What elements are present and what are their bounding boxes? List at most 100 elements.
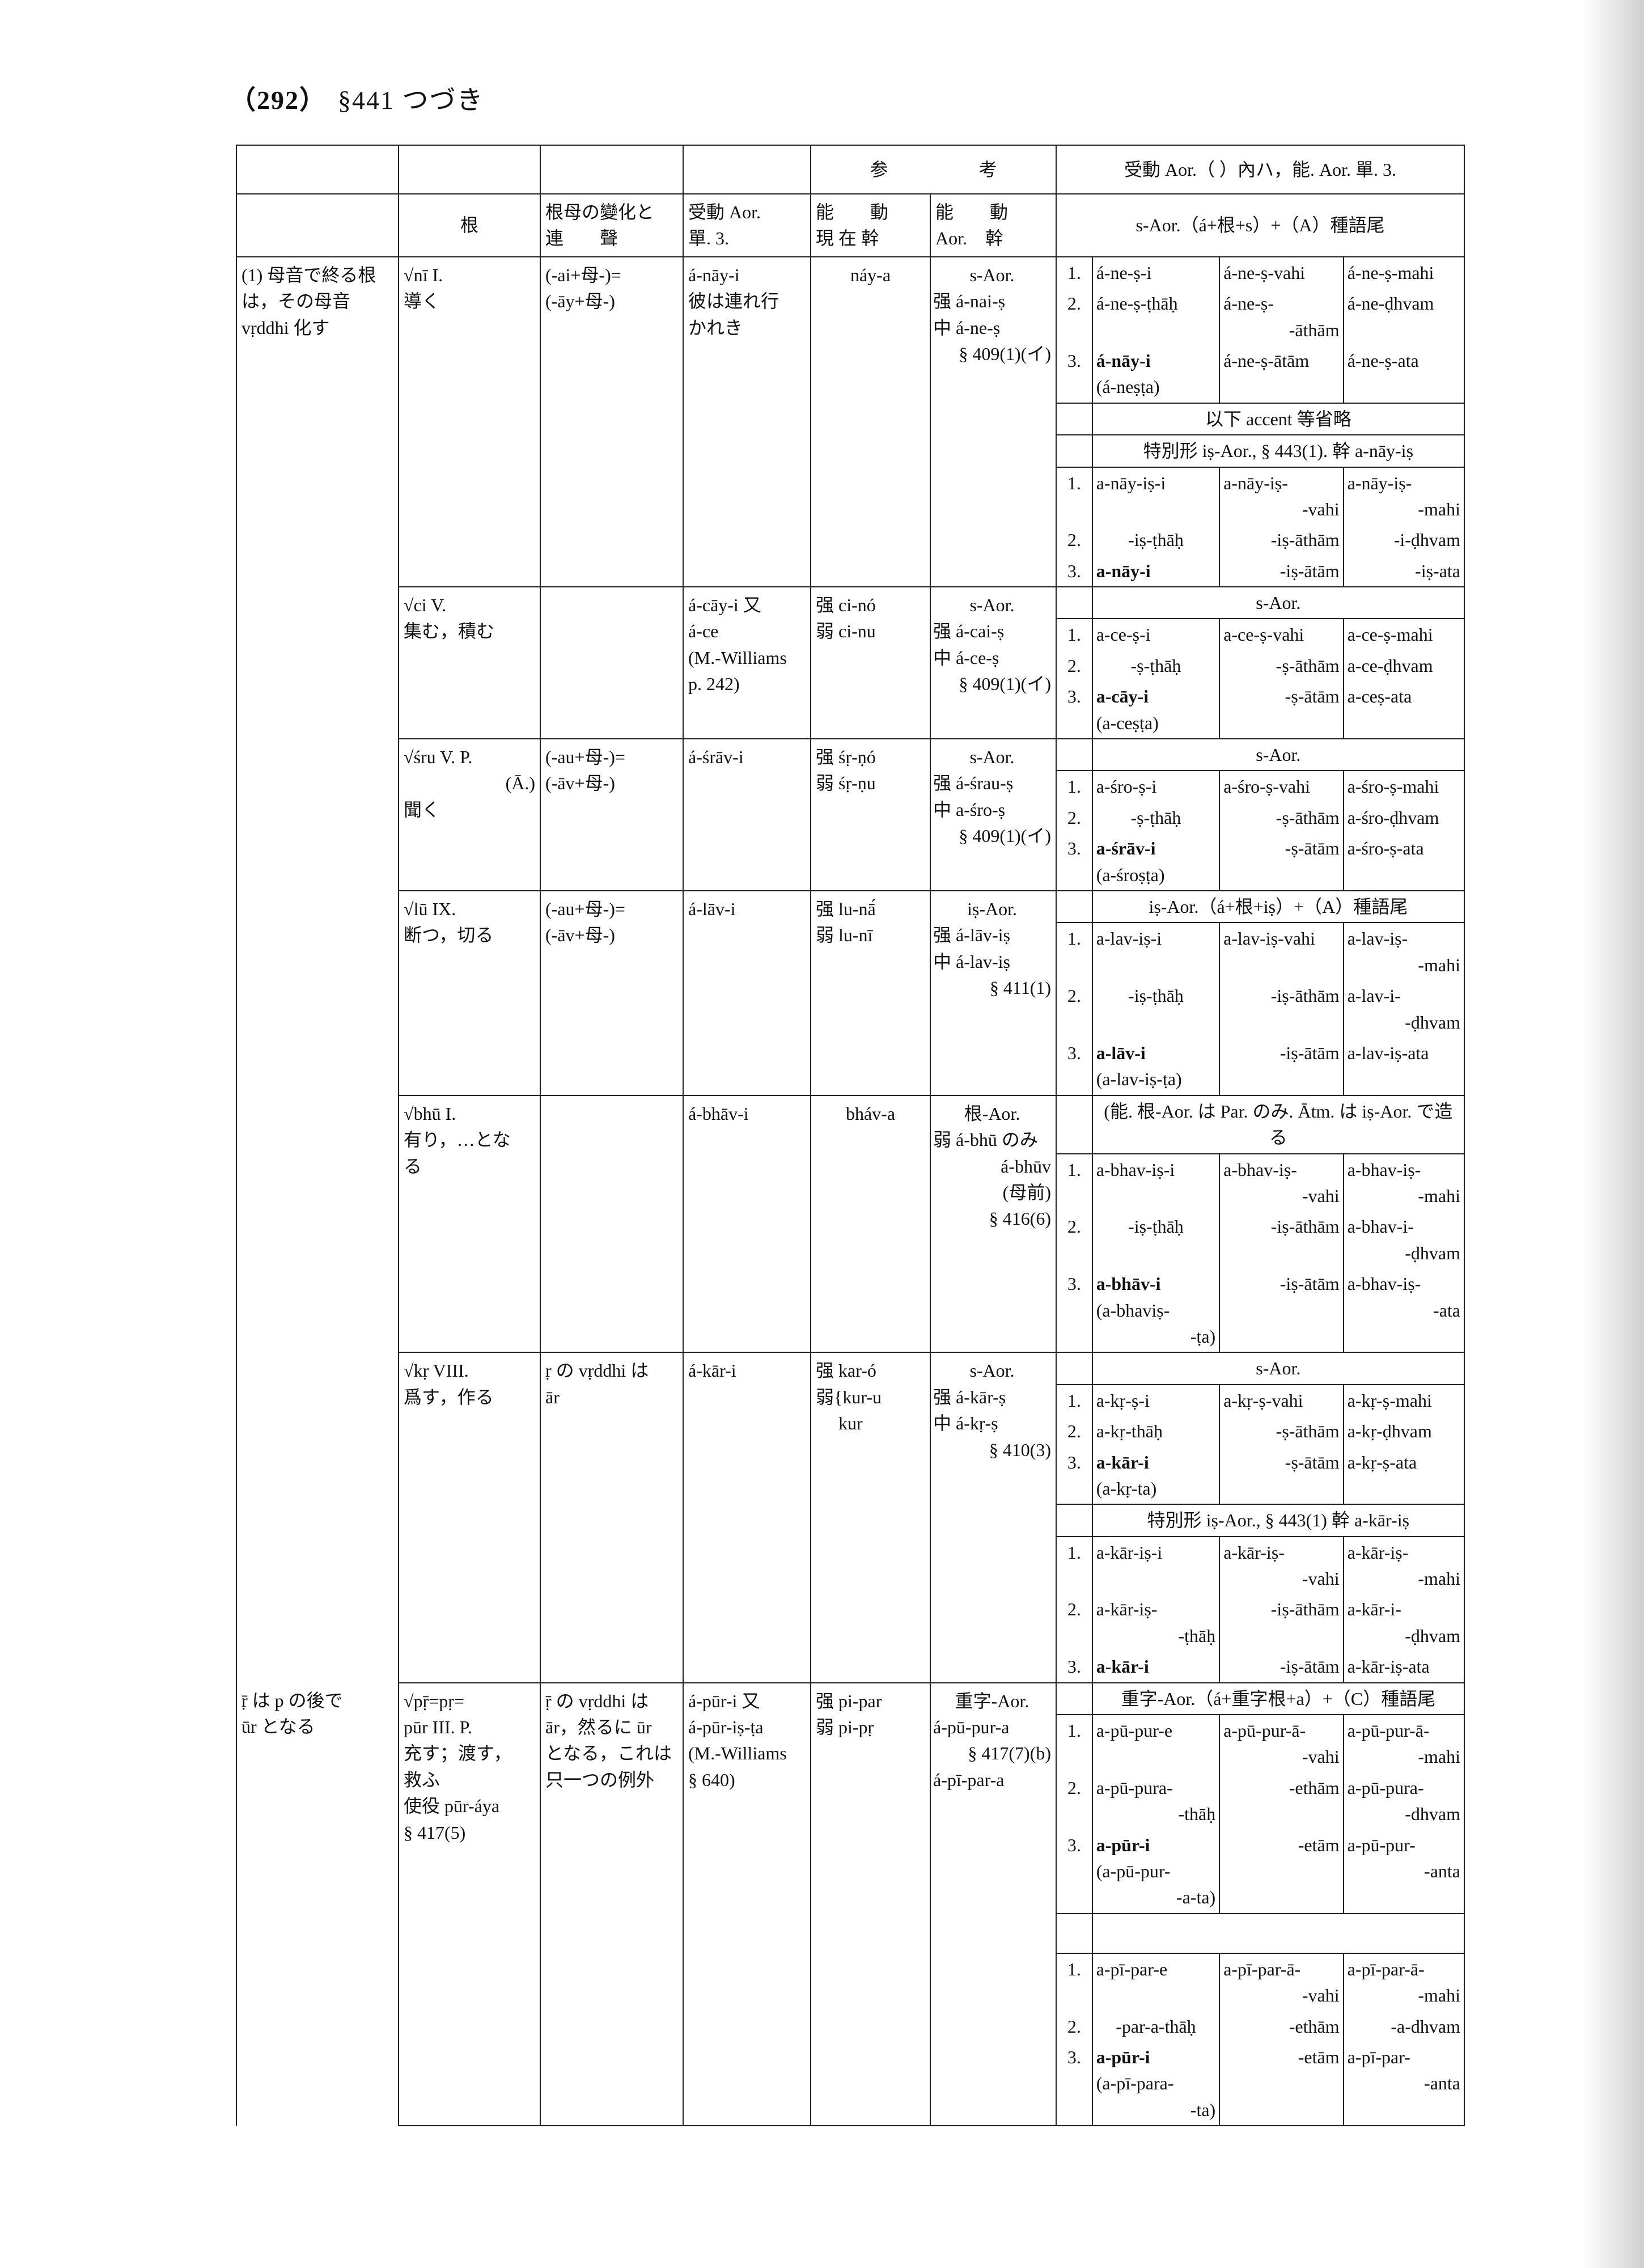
form-line: -anta [1424, 2073, 1460, 2094]
form-line: a-lav-iṣ- [1347, 928, 1408, 949]
present-line: 强 lu-nā́ [816, 899, 876, 920]
form-cell: a-nāy-iṣ-i [1091, 467, 1220, 525]
root-line: 充す；渡す， [404, 1743, 512, 1764]
vowel-line: (-āv+母-) [545, 925, 615, 946]
person-row: 2. -iṣ-ṭhāḥ -iṣ-āthām a-bhav-i- -ḍhvam [1057, 1211, 1464, 1269]
form-line: a-lav-i- [1347, 985, 1401, 1006]
form-line: a-kār-iṣ- [1223, 1542, 1285, 1563]
present-line: kur [816, 1413, 863, 1434]
form-cell: a-kār-i [1091, 1651, 1220, 1682]
root-line: √nī I. [404, 264, 443, 285]
form-cell: a-bhav-i- -ḍhvam [1342, 1211, 1464, 1269]
person-row: 1. a-pī-par-e a-pī-par-ā- -vahi a-pī-par-ā- -… [1057, 1953, 1464, 2011]
form-line: -iṣ-ṭhāḥ [1128, 1216, 1184, 1237]
conjugation-table: s-Aor. 1. a-śro-ṣ-i a-śro-ṣ-vahi a-śro-ṣ-mah… [1057, 739, 1464, 891]
group-line: vṛddhi 化す [241, 317, 330, 338]
conjugation-cell: iṣ-Aor.（á+根+iṣ）+（A）種語尾 1. a-lav-iṣ-i a-lav-… [1056, 890, 1465, 1096]
form-line: a-nāy-iṣ- [1347, 472, 1412, 493]
form-line: a-bhav-iṣ- [1347, 1159, 1421, 1180]
person-row: 3. a-nāy-i -iṣ-ātām -iṣ-ata [1057, 555, 1464, 587]
person-row: 2. a-kṛ-thāḥ -ṣ-āthām a-kṛ-ḍhvam [1057, 1416, 1464, 1447]
root-line: √kṛ VIII. [404, 1360, 469, 1381]
block-title: s-Aor. [1091, 1353, 1464, 1385]
header-cell [683, 145, 811, 194]
page-number: （292） [230, 86, 327, 115]
passive-line: § 640) [688, 1769, 735, 1790]
aorist-table: 参 考受動 Aor.（ ）內ハ，能. Aor. 單. 3. 根根母の變化と 連 聲… [236, 145, 1465, 2127]
aorist-line: 中 a-śro-ṣ [933, 799, 1006, 820]
form-cell: á-ne-ṣ-mahi [1342, 257, 1464, 289]
form-line: -anta [1424, 1860, 1460, 1881]
form-cell: -iṣ-āthām [1219, 1211, 1344, 1269]
person-number: 2. [1067, 1599, 1081, 1620]
entry-row: ṝ は p の後で ūr となる √pṝ=pṛ= pūr III. P. 充す；渡す， 救… [236, 1682, 1465, 2127]
aorist-line: 强 á-lāv-iṣ [933, 925, 1010, 946]
form-line: a-lāv-i [1096, 1043, 1146, 1064]
form-line: -vahi [1302, 1568, 1340, 1589]
present-cell: 强 śṛ-ṇó 弱 śṛ-ṇu [810, 738, 931, 892]
present-cell: 强 lu-nā́ 弱 lu-nī [810, 890, 931, 1096]
form-line: a-kār-iṣ- [1347, 1542, 1409, 1563]
form-line: a-nāy-iṣ- [1223, 472, 1288, 493]
form-line: á-ne-ṣ- [1223, 293, 1274, 314]
form-cell: a-pū-pur-ā- -vahi [1219, 1715, 1344, 1772]
aorist-line: á-pū-pur-a [933, 1717, 1010, 1738]
aorist-line: § 417(7)(b) [968, 1743, 1051, 1764]
form-line: a-kṛ-ḍhvam [1347, 1421, 1432, 1442]
form-line: -ḍhvam [1405, 1012, 1460, 1033]
passive-cell: á-nāy-i 彼は連れ行 かれき [683, 256, 811, 588]
person-row: 1. á-ne-ṣ-i á-ne-ṣ-vahi á-ne-ṣ-mahi [1057, 257, 1464, 289]
form-line: -vahi [1302, 1185, 1340, 1206]
aorist-line: á-bhūv [1001, 1156, 1051, 1177]
form-line: a-kār-i- [1347, 1599, 1401, 1620]
conjugation-block-header: s-Aor. [1057, 739, 1464, 772]
vowel-line: (-āy+母-) [545, 291, 615, 312]
person-number: 2. [1067, 985, 1081, 1006]
person-number: 2. [1067, 530, 1081, 551]
form-cell: -iṣ-ātām [1219, 1038, 1344, 1095]
form-line: a-bhav-iṣ- [1223, 1159, 1297, 1180]
vowel-line: (-au+母-)= [545, 747, 625, 768]
form-line: -mahi [1418, 1746, 1460, 1767]
form-line: (a-śroṣṭa) [1096, 864, 1165, 885]
group-line: ūr となる [241, 1716, 315, 1737]
form-line: a-pū-pur-ā- [1223, 1720, 1306, 1741]
form-cell: a-śro-ṣ-ata [1342, 833, 1464, 891]
vowel-line: ṝ の vṛddhi は [545, 1690, 649, 1711]
form-line: -iṣ-ṭhāḥ [1128, 985, 1184, 1006]
form-line: -ṭhāḥ [1178, 1625, 1216, 1646]
conjugation-cell: s-Aor. 1. a-ce-ṣ-i a-ce-ṣ-vahi a-ce-ṣ-mahi 2.… [1056, 586, 1465, 740]
form-line: -iṣ-ata [1415, 560, 1460, 581]
form-line: a-bhav-i- [1347, 1216, 1414, 1237]
form-cell: a-kār-iṣ- -mahi [1342, 1536, 1464, 1594]
number-spacer [1057, 1504, 1092, 1537]
form-line: a-pū-pur- [1347, 1834, 1416, 1855]
passive-line: (M.-Williams [688, 647, 787, 668]
column-header-conjugation: s-Aor.（á+根+s）+（A）種語尾 [1056, 193, 1465, 257]
form-line: -thāḥ [1178, 1804, 1216, 1825]
form-line: -ata [1433, 1300, 1460, 1321]
vowel-line: ār，然るに ūr [545, 1717, 652, 1738]
form-line: -ṣ-āthām [1276, 1421, 1340, 1442]
form-line: a-śrāv-i [1096, 838, 1156, 859]
form-line: a-pī-par- [1347, 2046, 1410, 2067]
form-line: a-bhāv-i [1096, 1273, 1161, 1294]
form-line: -iṣ-ātām [1279, 560, 1340, 581]
vowel-cell: ṛ の vṛddhi は ār [540, 1352, 684, 1683]
form-line: -ṣ-āthām [1276, 807, 1340, 828]
column-header: 根母の變化と 連 聲 [540, 193, 684, 257]
form-line: -mahi [1418, 954, 1460, 975]
form-line: á-ne-ṣ-mahi [1347, 262, 1434, 283]
conjugation-table: 重字-Aor.（á+重字根+a）+（C）種語尾 1. a-pū-pur-e a-pū-… [1057, 1683, 1464, 2126]
form-line: a-pī-par-ā- [1347, 1958, 1425, 1979]
form-cell: a-kār-iṣ- -ṭhāḥ [1091, 1594, 1220, 1652]
person-number: 1. [1067, 776, 1081, 797]
form-cell: a-śro-ṣ-i [1091, 771, 1220, 802]
form-line: -ṣ-ṭhāḥ [1130, 655, 1181, 676]
vowel-line: ār [545, 1386, 560, 1407]
number-spacer [1057, 1095, 1092, 1154]
form-line: a-bhav-iṣ- [1347, 1273, 1421, 1294]
passive-line: á-śrāv-i [688, 747, 744, 768]
block-title: 以下 accent 等省略 [1091, 402, 1464, 436]
root-line: √ci V. [404, 595, 447, 616]
